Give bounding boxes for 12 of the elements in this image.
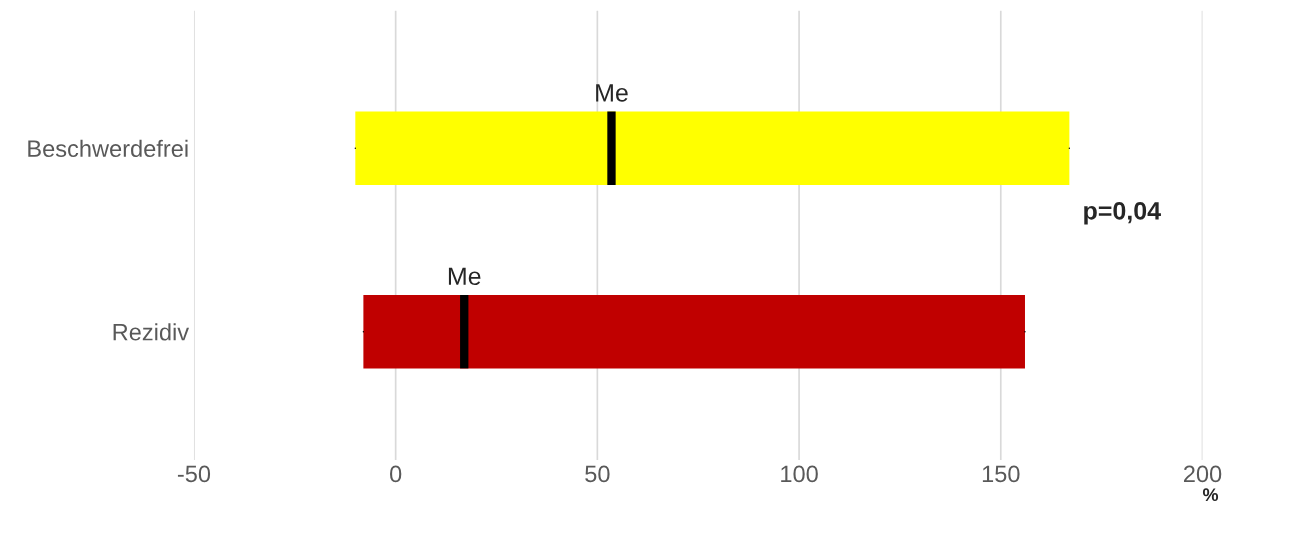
x-tick-label: 100 (781, 465, 818, 483)
x-tick-label: 200 (1183, 465, 1222, 483)
x-tick-label: 50 (585, 465, 610, 483)
x-tick-label: 150 (982, 465, 1020, 483)
x-tick-label: -50 (177, 465, 211, 483)
x-axis-title: % (1202, 488, 1219, 502)
x-tick-label: 0 (390, 465, 402, 483)
annotation: Me (448, 267, 481, 286)
y-tick-label: Beschwerdefrei (28, 139, 188, 158)
annotation: Me (596, 84, 628, 102)
y-tick-label: Rezidiv (113, 323, 190, 341)
annotation: p=0,04 (1084, 201, 1161, 225)
